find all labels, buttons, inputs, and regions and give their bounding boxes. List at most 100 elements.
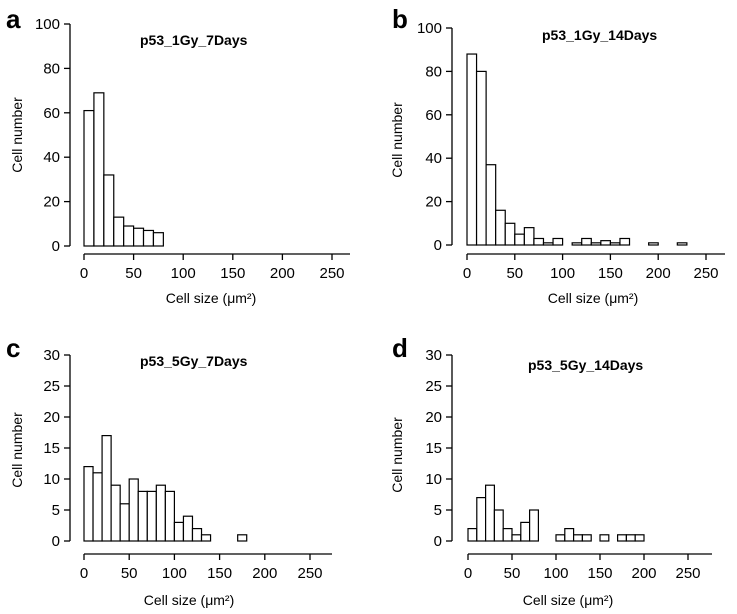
bar-b-16 — [619, 237, 631, 246]
panel-letter-b: b — [392, 4, 408, 34]
x-tick-label-c-5: 250 — [297, 565, 322, 582]
panel-letter-a: a — [6, 4, 21, 34]
x-tick-label-a-0: 0 — [80, 265, 88, 282]
bar-c-10 — [173, 521, 185, 542]
x-tick-label-d-1: 50 — [504, 565, 521, 582]
bar-c-17 — [237, 534, 248, 542]
bar-c-3 — [110, 484, 121, 542]
panel-title-d: p53_5Gy_14Days — [528, 357, 643, 373]
x-tick-label-c-1: 50 — [121, 565, 138, 582]
x-axis-label-a: Cell size (μm²) — [166, 290, 257, 306]
x-tick-label-b-4: 200 — [646, 265, 671, 282]
x-tick-label-d-3: 150 — [587, 565, 612, 582]
y-tick-label-b-5: 100 — [417, 20, 442, 37]
bar-d-10 — [555, 534, 566, 542]
y-tick-label-a-3: 60 — [43, 105, 60, 122]
y-tick-label-a-1: 20 — [43, 194, 60, 211]
y-tick-label-b-4: 80 — [425, 63, 442, 80]
y-tick-label-d-2: 10 — [425, 471, 442, 488]
bar-a-6 — [142, 229, 155, 247]
x-tick-label-c-2: 100 — [162, 565, 187, 582]
bar-a-5 — [133, 227, 145, 247]
bar-a-0 — [83, 109, 95, 247]
x-tick-label-a-5: 250 — [319, 265, 344, 282]
bar-b-8 — [542, 242, 554, 246]
plot-area-a: 0 50 100 150 200 250 0 20 40 60 80 100 — [35, 16, 350, 282]
panel-letter-d: d — [392, 333, 408, 363]
bar-d-2 — [485, 484, 496, 542]
bar-b-11 — [571, 242, 583, 246]
y-tick-label-d-0: 0 — [434, 533, 442, 550]
plot-area-b: 0 50 100 150 200 250 0 20 40 60 80 100 — [417, 20, 725, 282]
plot-area-c: 0 50 100 150 200 250 0 5 10 15 20 25 30 — [43, 347, 332, 582]
bar-b-13 — [590, 242, 602, 246]
x-tick-label-b-0: 0 — [463, 265, 471, 282]
bar-c-12 — [191, 527, 203, 542]
x-tick-label-b-2: 100 — [550, 265, 575, 282]
bar-b-6 — [523, 227, 535, 246]
y-axis-label-d: Cell number — [389, 417, 405, 493]
y-tick-label-b-3: 60 — [425, 107, 442, 124]
bar-c-11 — [182, 515, 194, 542]
x-tick-label-a-1: 50 — [125, 265, 142, 282]
y-tick-label-b-1: 20 — [425, 194, 442, 211]
bar-b-7 — [533, 237, 545, 246]
x-tick-label-b-5: 250 — [693, 265, 718, 282]
panel-title-a: p53_1Gy_7Days — [140, 32, 248, 48]
panel-a: a p53_1Gy_7Days Cell number Cell size (μ… — [6, 4, 350, 306]
bar-b-12 — [581, 237, 592, 246]
bar-c-8 — [155, 484, 166, 542]
y-tick-label-d-4: 20 — [425, 409, 442, 426]
bar-d-17 — [616, 534, 627, 542]
y-tick-label-a-0: 0 — [52, 238, 60, 255]
y-tick-label-a-5: 100 — [35, 16, 60, 33]
bar-c-7 — [146, 490, 157, 542]
bar-d-13 — [581, 534, 592, 542]
bar-b-14 — [600, 240, 612, 246]
x-tick-label-a-4: 200 — [270, 265, 295, 282]
bar-d-11 — [564, 527, 575, 542]
x-tick-label-c-0: 0 — [80, 565, 88, 582]
bar-d-5 — [511, 534, 522, 542]
bar-b-1 — [475, 70, 487, 246]
y-axis-label-c: Cell number — [9, 412, 25, 488]
x-tick-label-a-3: 150 — [220, 265, 245, 282]
bar-d-6 — [520, 521, 531, 542]
bar-d-12 — [572, 534, 583, 542]
x-tick-label-c-4: 200 — [252, 565, 277, 582]
bar-c-4 — [119, 503, 130, 542]
bar-a-2 — [103, 174, 115, 247]
bar-c-5 — [128, 478, 139, 542]
y-tick-label-c-5: 25 — [43, 378, 60, 395]
panel-letter-c: c — [6, 333, 20, 363]
x-tick-label-b-1: 50 — [506, 265, 523, 282]
panel-b: b p53_1Gy_14Days Cell number Cell size (… — [389, 4, 725, 306]
bar-d-4 — [502, 527, 513, 542]
bar-a-3 — [113, 216, 125, 247]
y-tick-label-c-3: 15 — [43, 440, 60, 457]
bar-b-3 — [495, 209, 506, 246]
bar-b-19 — [648, 242, 659, 246]
x-axis-label-b: Cell size (μm²) — [548, 290, 639, 306]
y-tick-label-c-0: 0 — [52, 533, 60, 550]
x-tick-label-d-0: 0 — [464, 565, 472, 582]
x-tick-label-d-2: 100 — [543, 565, 568, 582]
bar-d-15 — [599, 534, 610, 542]
bar-c-6 — [137, 490, 148, 542]
bar-a-1 — [93, 92, 105, 247]
y-tick-label-d-1: 5 — [434, 502, 442, 519]
panel-c: c p53_5Gy_7Days Cell number Cell size (μ… — [6, 333, 332, 608]
bar-b-2 — [485, 164, 497, 246]
bar-b-22 — [676, 242, 688, 246]
bar-b-5 — [514, 233, 525, 246]
bar-c-13 — [200, 534, 212, 542]
y-axis-label-a: Cell number — [9, 97, 25, 173]
bar-b-15 — [609, 242, 621, 246]
y-tick-label-a-4: 80 — [43, 60, 60, 77]
panel-title-b: p53_1Gy_14Days — [542, 27, 657, 43]
bar-b-4 — [504, 222, 516, 246]
bar-a-7 — [152, 232, 164, 247]
x-axis-label-d: Cell size (μm²) — [523, 592, 614, 608]
bar-c-9 — [164, 490, 176, 542]
